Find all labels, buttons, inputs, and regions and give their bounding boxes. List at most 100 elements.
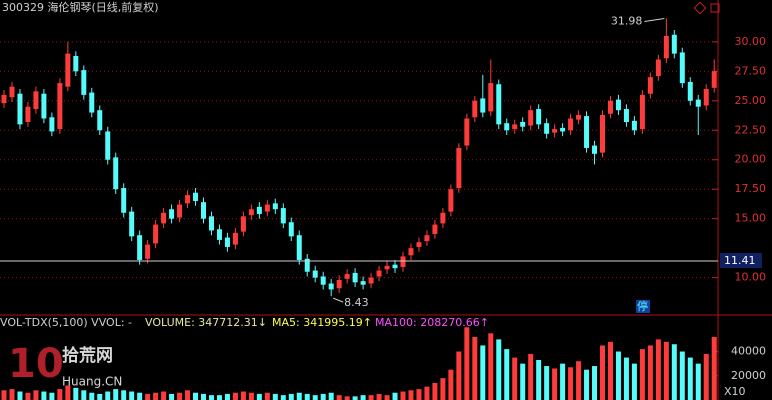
candle-body — [655, 59, 661, 77]
candle-body — [520, 122, 526, 127]
candle-body — [623, 109, 629, 123]
candle-body — [631, 120, 637, 131]
volume-bar — [679, 351, 685, 400]
volume-bar — [320, 393, 326, 400]
candle-body — [663, 35, 669, 59]
annotation-label: 8.43 — [344, 296, 369, 309]
candle-body — [544, 123, 550, 134]
volume-bar — [639, 349, 645, 400]
candle-body — [584, 116, 590, 148]
volume-bar — [256, 393, 262, 400]
volume-bar — [488, 333, 494, 400]
volume-bar — [544, 366, 550, 400]
volume-bar — [392, 392, 398, 400]
volume-bar — [193, 392, 199, 400]
volume-bar — [424, 386, 430, 400]
volume-bar — [480, 345, 486, 400]
volume-bar — [153, 392, 159, 400]
watermark: 10 拾荒网 Huang.CN — [8, 341, 122, 389]
volume-bar — [232, 392, 238, 400]
volume-bar — [360, 395, 366, 400]
status-box — [636, 300, 650, 313]
volume-bar — [408, 390, 414, 400]
candle-body — [41, 93, 47, 119]
candle-body — [129, 211, 135, 237]
candle-body — [17, 93, 23, 125]
candle-body — [592, 145, 598, 154]
volume-bar — [97, 393, 103, 400]
candle-body — [512, 124, 518, 130]
volume-bar — [65, 385, 71, 400]
volume-bar — [280, 395, 286, 400]
volume-label: VOLUME: 347712.31↓ — [145, 316, 267, 329]
candle-body — [113, 157, 119, 190]
y-tick-label: 25.00 — [735, 94, 767, 107]
volume-bar — [1, 390, 7, 400]
volume-bar — [304, 393, 310, 400]
candle-body — [177, 204, 183, 218]
volume-bar — [687, 357, 693, 400]
candle-body — [703, 88, 709, 106]
volume-bar — [655, 339, 661, 400]
volume-bar — [105, 391, 111, 400]
candle-body — [560, 127, 566, 132]
candle-body — [65, 53, 71, 87]
candle-body — [400, 256, 406, 268]
icon[interactable] — [693, 1, 707, 15]
candle-body — [392, 264, 398, 269]
candle-body — [695, 99, 701, 107]
volume-bar — [368, 395, 374, 400]
volume-bar — [352, 396, 358, 400]
candle-body — [240, 216, 246, 232]
volume-bar — [312, 395, 318, 400]
candle-body — [440, 212, 446, 224]
volume-bar — [272, 393, 278, 400]
candle-body — [456, 147, 462, 189]
volume-bar — [240, 391, 246, 400]
candle-body — [408, 248, 414, 256]
volume-bar — [576, 361, 582, 400]
candle-body — [424, 235, 430, 242]
volume-bar — [17, 391, 23, 400]
last-price-label: 11.41 — [724, 254, 756, 267]
y-tick-label: 15.00 — [735, 212, 767, 225]
candle-body — [304, 258, 310, 272]
candle-body — [576, 114, 582, 120]
candle-body — [312, 270, 318, 278]
volume-tick-label: 40000 — [731, 345, 766, 358]
candle-body — [137, 235, 143, 260]
candle-body — [679, 52, 685, 84]
volume-bar — [711, 336, 717, 400]
candle-body — [472, 100, 478, 118]
volume-bar — [216, 395, 222, 400]
volume-bar — [33, 390, 39, 400]
volume-bar — [81, 390, 87, 400]
candle-body — [105, 131, 111, 160]
candle-body — [687, 81, 693, 101]
volume-bar — [49, 392, 55, 400]
volume-bar — [145, 393, 151, 400]
volume-bar — [623, 357, 629, 400]
candle-body — [57, 83, 63, 130]
volume-bar — [137, 392, 143, 400]
candle-body — [464, 118, 470, 146]
candle-body — [232, 232, 238, 245]
volume-bar — [663, 341, 669, 400]
volume-bar — [584, 369, 590, 400]
volume-bar — [161, 391, 167, 400]
volume-bar — [113, 389, 119, 400]
y-tick-label: 27.50 — [735, 64, 767, 77]
candle-body — [480, 98, 486, 113]
volume-bar — [177, 392, 183, 400]
candle-body — [607, 100, 613, 114]
y-tick-label: 17.50 — [735, 182, 767, 195]
candle-body — [352, 272, 358, 283]
volume-bar — [248, 392, 254, 400]
volume-bar — [695, 363, 701, 400]
icon[interactable] — [710, 3, 720, 13]
candle-body — [256, 206, 262, 214]
candle-body — [568, 118, 574, 131]
candle-body — [224, 237, 230, 247]
